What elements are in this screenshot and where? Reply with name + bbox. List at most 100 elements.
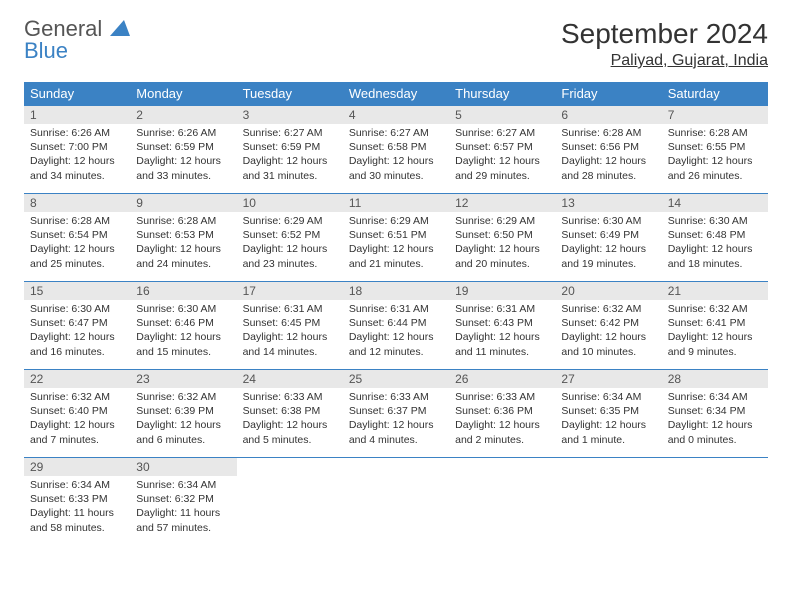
day-d1: Daylight: 12 hours <box>243 154 337 168</box>
day-ss: Sunset: 6:59 PM <box>136 140 230 154</box>
day-ss: Sunset: 6:38 PM <box>243 404 337 418</box>
day-content: Sunrise: 6:33 AMSunset: 6:36 PMDaylight:… <box>449 388 555 449</box>
calendar-day <box>555 458 661 546</box>
day-d2: and 19 minutes. <box>561 257 655 271</box>
day-sr: Sunrise: 6:34 AM <box>561 390 655 404</box>
day-d1: Daylight: 11 hours <box>136 506 230 520</box>
day-number: 8 <box>24 194 130 212</box>
day-sr: Sunrise: 6:33 AM <box>349 390 443 404</box>
day-ss: Sunset: 6:51 PM <box>349 228 443 242</box>
logo-text: General Blue <box>24 18 130 62</box>
day-sr: Sunrise: 6:31 AM <box>349 302 443 316</box>
day-sr: Sunrise: 6:28 AM <box>30 214 124 228</box>
day-d1: Daylight: 11 hours <box>30 506 124 520</box>
calendar-week: 1Sunrise: 6:26 AMSunset: 7:00 PMDaylight… <box>24 106 768 194</box>
day-content: Sunrise: 6:33 AMSunset: 6:38 PMDaylight:… <box>237 388 343 449</box>
calendar-day: 6Sunrise: 6:28 AMSunset: 6:56 PMDaylight… <box>555 106 661 194</box>
day-d2: and 16 minutes. <box>30 345 124 359</box>
calendar-day: 11Sunrise: 6:29 AMSunset: 6:51 PMDayligh… <box>343 194 449 282</box>
day-number: 27 <box>555 370 661 388</box>
day-ss: Sunset: 6:33 PM <box>30 492 124 506</box>
day-content: Sunrise: 6:29 AMSunset: 6:50 PMDaylight:… <box>449 212 555 273</box>
day-sr: Sunrise: 6:31 AM <box>243 302 337 316</box>
day-sr: Sunrise: 6:32 AM <box>136 390 230 404</box>
day-content: Sunrise: 6:31 AMSunset: 6:44 PMDaylight:… <box>343 300 449 361</box>
day-content: Sunrise: 6:30 AMSunset: 6:47 PMDaylight:… <box>24 300 130 361</box>
weekday-header: Friday <box>555 82 661 106</box>
day-number: 1 <box>24 106 130 124</box>
day-number: 28 <box>662 370 768 388</box>
day-d1: Daylight: 12 hours <box>30 242 124 256</box>
day-d2: and 1 minute. <box>561 433 655 447</box>
day-sr: Sunrise: 6:33 AM <box>243 390 337 404</box>
day-d1: Daylight: 12 hours <box>136 242 230 256</box>
day-d1: Daylight: 12 hours <box>30 418 124 432</box>
calendar-day <box>662 458 768 546</box>
day-ss: Sunset: 6:47 PM <box>30 316 124 330</box>
day-ss: Sunset: 6:32 PM <box>136 492 230 506</box>
day-d2: and 20 minutes. <box>455 257 549 271</box>
day-sr: Sunrise: 6:29 AM <box>349 214 443 228</box>
day-sr: Sunrise: 6:34 AM <box>668 390 762 404</box>
day-content: Sunrise: 6:34 AMSunset: 6:33 PMDaylight:… <box>24 476 130 537</box>
day-d1: Daylight: 12 hours <box>349 418 443 432</box>
day-d2: and 18 minutes. <box>668 257 762 271</box>
calendar-day: 20Sunrise: 6:32 AMSunset: 6:42 PMDayligh… <box>555 282 661 370</box>
day-content: Sunrise: 6:31 AMSunset: 6:43 PMDaylight:… <box>449 300 555 361</box>
day-d2: and 9 minutes. <box>668 345 762 359</box>
day-d2: and 30 minutes. <box>349 169 443 183</box>
calendar-day: 5Sunrise: 6:27 AMSunset: 6:57 PMDaylight… <box>449 106 555 194</box>
calendar-day: 8Sunrise: 6:28 AMSunset: 6:54 PMDaylight… <box>24 194 130 282</box>
day-ss: Sunset: 6:50 PM <box>455 228 549 242</box>
day-sr: Sunrise: 6:30 AM <box>30 302 124 316</box>
day-number: 22 <box>24 370 130 388</box>
day-content: Sunrise: 6:27 AMSunset: 6:59 PMDaylight:… <box>237 124 343 185</box>
day-d1: Daylight: 12 hours <box>455 330 549 344</box>
day-sr: Sunrise: 6:26 AM <box>136 126 230 140</box>
logo-word2: Blue <box>24 38 68 63</box>
day-ss: Sunset: 6:55 PM <box>668 140 762 154</box>
day-sr: Sunrise: 6:27 AM <box>455 126 549 140</box>
logo-sail-icon <box>110 20 130 36</box>
day-number: 9 <box>130 194 236 212</box>
day-d1: Daylight: 12 hours <box>243 242 337 256</box>
calendar-day: 17Sunrise: 6:31 AMSunset: 6:45 PMDayligh… <box>237 282 343 370</box>
day-number: 24 <box>237 370 343 388</box>
day-sr: Sunrise: 6:33 AM <box>455 390 549 404</box>
day-content: Sunrise: 6:26 AMSunset: 7:00 PMDaylight:… <box>24 124 130 185</box>
day-d1: Daylight: 12 hours <box>30 330 124 344</box>
day-d1: Daylight: 12 hours <box>668 242 762 256</box>
day-d2: and 11 minutes. <box>455 345 549 359</box>
day-ss: Sunset: 6:45 PM <box>243 316 337 330</box>
day-content: Sunrise: 6:28 AMSunset: 6:55 PMDaylight:… <box>662 124 768 185</box>
calendar-day: 21Sunrise: 6:32 AMSunset: 6:41 PMDayligh… <box>662 282 768 370</box>
day-number: 2 <box>130 106 236 124</box>
day-ss: Sunset: 6:56 PM <box>561 140 655 154</box>
day-number: 16 <box>130 282 236 300</box>
day-sr: Sunrise: 6:28 AM <box>668 126 762 140</box>
month-title: September 2024 <box>561 18 768 50</box>
day-sr: Sunrise: 6:28 AM <box>136 214 230 228</box>
day-number: 4 <box>343 106 449 124</box>
day-ss: Sunset: 6:42 PM <box>561 316 655 330</box>
day-d2: and 5 minutes. <box>243 433 337 447</box>
day-d2: and 24 minutes. <box>136 257 230 271</box>
calendar-day: 25Sunrise: 6:33 AMSunset: 6:37 PMDayligh… <box>343 370 449 458</box>
day-ss: Sunset: 6:57 PM <box>455 140 549 154</box>
calendar-day: 3Sunrise: 6:27 AMSunset: 6:59 PMDaylight… <box>237 106 343 194</box>
weekday-header: Wednesday <box>343 82 449 106</box>
day-d2: and 4 minutes. <box>349 433 443 447</box>
day-d1: Daylight: 12 hours <box>349 330 443 344</box>
day-sr: Sunrise: 6:29 AM <box>455 214 549 228</box>
day-content: Sunrise: 6:32 AMSunset: 6:41 PMDaylight:… <box>662 300 768 361</box>
day-sr: Sunrise: 6:27 AM <box>243 126 337 140</box>
day-content: Sunrise: 6:28 AMSunset: 6:56 PMDaylight:… <box>555 124 661 185</box>
calendar-day: 30Sunrise: 6:34 AMSunset: 6:32 PMDayligh… <box>130 458 236 546</box>
day-sr: Sunrise: 6:34 AM <box>136 478 230 492</box>
day-number: 11 <box>343 194 449 212</box>
day-content: Sunrise: 6:34 AMSunset: 6:32 PMDaylight:… <box>130 476 236 537</box>
calendar-day: 14Sunrise: 6:30 AMSunset: 6:48 PMDayligh… <box>662 194 768 282</box>
calendar-table: SundayMondayTuesdayWednesdayThursdayFrid… <box>24 82 768 546</box>
day-d1: Daylight: 12 hours <box>455 242 549 256</box>
calendar-week: 15Sunrise: 6:30 AMSunset: 6:47 PMDayligh… <box>24 282 768 370</box>
